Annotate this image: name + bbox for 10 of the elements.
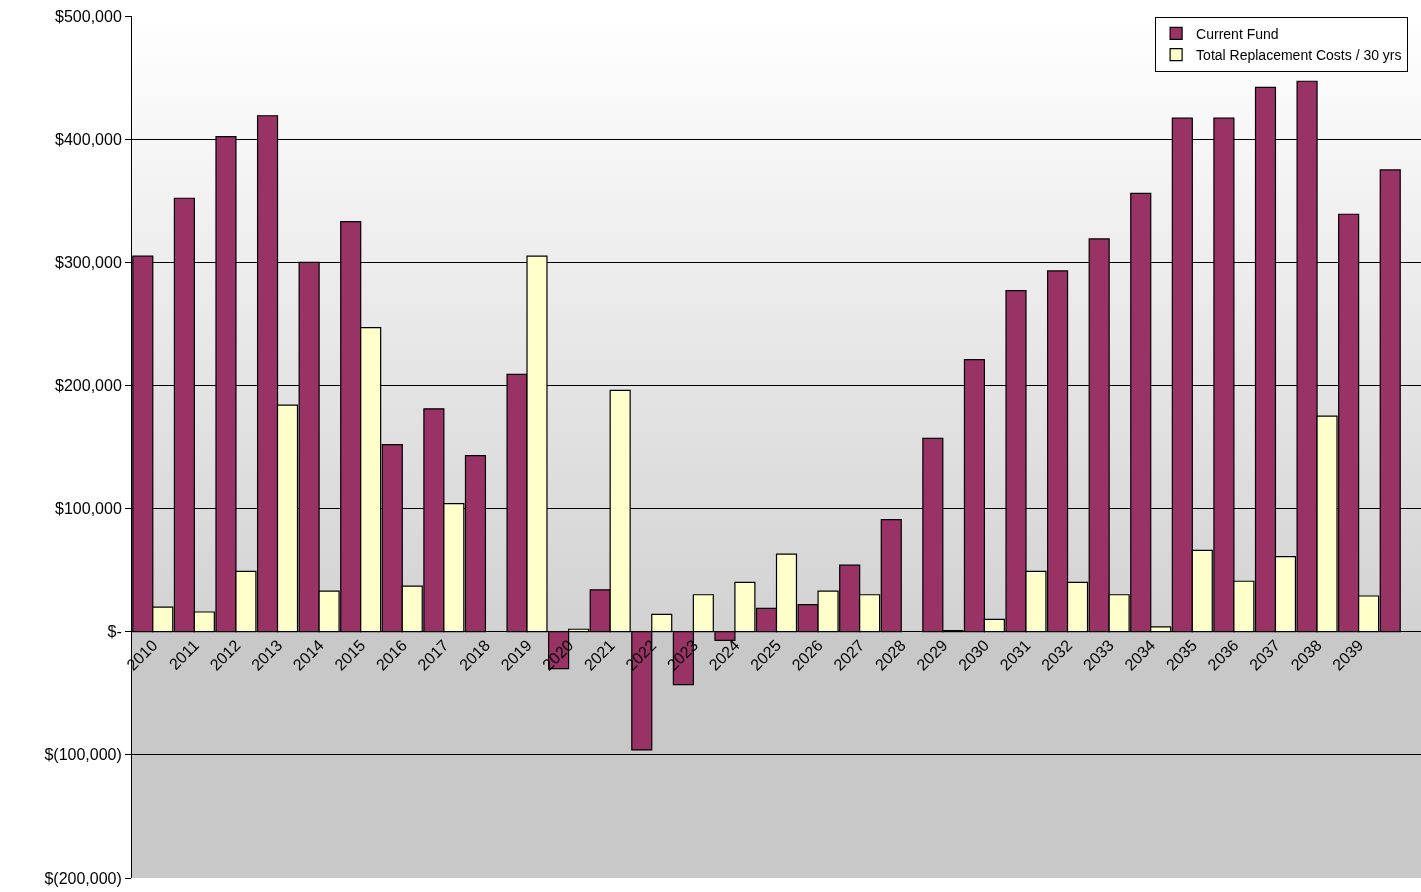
legend-label: Current Fund: [1196, 25, 1279, 42]
legend-label: Total Replacement Costs / 30 yrs: [1196, 47, 1402, 64]
y-tick-label: $200,000: [55, 377, 122, 395]
y-tick-label: $100,000: [55, 500, 122, 518]
y-tick-label: $500,000: [55, 7, 122, 25]
y-tick-label: $300,000: [55, 253, 122, 271]
y-tick-label: $-: [107, 623, 122, 641]
y-tick-label: $(100,000): [44, 746, 122, 764]
y-tick-label: $400,000: [55, 130, 122, 148]
y-tick-label: $(200,000): [44, 869, 122, 887]
